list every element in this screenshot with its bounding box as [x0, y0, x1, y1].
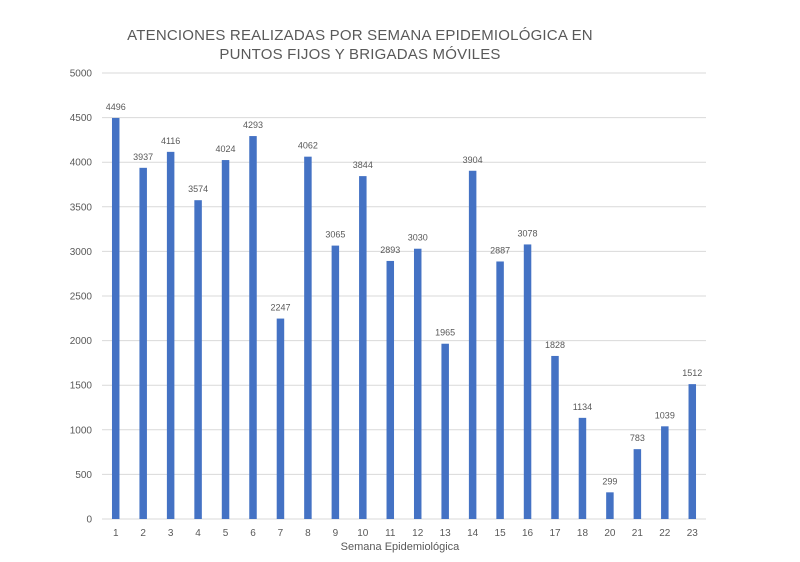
x-tick-label: 17 [549, 528, 561, 539]
bar [551, 355, 559, 519]
data-label: 4062 [298, 141, 318, 151]
x-tick-label: 12 [412, 528, 424, 539]
data-label: 1039 [655, 410, 675, 420]
data-label: 3078 [518, 228, 538, 238]
bar [194, 200, 202, 519]
x-tick-label: 10 [357, 528, 369, 539]
y-tick-label: 500 [75, 470, 92, 481]
bar [468, 170, 477, 520]
y-tick-label: 1000 [70, 425, 93, 436]
data-labels: 4496 3937 4116 3574 4024 4293 2247 4062 3065 3844… [106, 102, 703, 486]
x-tick-label: 2 [140, 528, 146, 539]
data-label: 1965 [435, 328, 455, 338]
data-label: 1512 [682, 368, 702, 378]
x-axis-title: Semana Epidemiológica [340, 541, 460, 553]
x-tick-label: 6 [250, 528, 256, 539]
x-tick-label: 21 [632, 528, 644, 539]
bar [139, 167, 147, 520]
bar [249, 136, 257, 520]
bar [688, 384, 697, 519]
data-label: 3904 [463, 155, 483, 165]
bar [496, 261, 504, 519]
data-label: 3065 [325, 230, 345, 240]
x-tick-label: 1 [113, 528, 119, 539]
x-tick-label: 23 [687, 528, 699, 539]
x-tick-label: 18 [577, 528, 589, 539]
chart-title: ATENCIONES REALIZADAS POR SEMANA EPIDEMI… [60, 26, 660, 64]
bars [111, 117, 697, 520]
data-label: 299 [602, 476, 617, 486]
y-tick-label: 3000 [70, 247, 93, 258]
x-tick-label: 22 [659, 528, 671, 539]
bar [111, 117, 120, 520]
x-tick-label: 15 [495, 528, 507, 539]
x-axis-ticks: 1 2 3 4 5 6 7 8 9 10 11 12 13 14 15 16 17 18 20 21 22 23 [113, 528, 698, 539]
data-label: 4116 [161, 136, 180, 146]
x-tick-label: 14 [467, 528, 479, 539]
x-tick-label: 5 [223, 528, 229, 539]
bar [661, 426, 669, 519]
bar [606, 492, 614, 519]
bar [633, 449, 642, 519]
y-axis-ticks: 0 500 1000 1500 2000 2500 3000 3500 4000 4500 5000 [70, 69, 93, 526]
data-label: 2247 [270, 303, 290, 313]
x-tick-label: 16 [522, 528, 534, 539]
x-tick-label: 13 [440, 528, 452, 539]
x-tick-label: 3 [168, 528, 174, 539]
bar [221, 160, 230, 519]
bar [276, 318, 285, 519]
bar [386, 260, 395, 519]
data-label: 4024 [216, 144, 236, 154]
y-tick-label: 1500 [70, 381, 93, 392]
data-label: 2887 [490, 245, 510, 255]
data-label: 4496 [106, 102, 126, 112]
bar [166, 151, 175, 520]
x-tick-label: 9 [333, 528, 339, 539]
x-tick-label: 4 [195, 528, 201, 539]
x-tick-label: 20 [604, 528, 616, 539]
y-tick-label: 2000 [70, 336, 93, 347]
y-tick-label: 5000 [70, 69, 93, 80]
chart-title-line-1: ATENCIONES REALIZADAS POR SEMANA EPIDEMI… [127, 27, 593, 44]
x-tick-label: 7 [278, 528, 284, 539]
bar [578, 417, 587, 519]
x-tick-label: 11 [385, 528, 396, 539]
x-tick-label: 8 [305, 528, 311, 539]
bar [331, 245, 340, 520]
data-label: 2893 [380, 245, 400, 255]
y-tick-label: 3500 [70, 202, 93, 213]
gridlines [102, 72, 706, 520]
data-label: 4293 [243, 120, 263, 130]
y-tick-label: 4500 [70, 113, 93, 124]
chart-title-line-2: PUNTOS FIJOS Y BRIGADAS MÓVILES [219, 46, 501, 63]
data-label: 783 [630, 433, 645, 443]
data-label: 3030 [408, 233, 428, 243]
data-label: 3937 [133, 152, 153, 162]
bar [441, 343, 449, 519]
y-tick-label: 0 [86, 515, 92, 526]
bar [359, 176, 367, 519]
bar [413, 248, 422, 519]
y-tick-label: 2500 [70, 292, 93, 303]
bar [304, 156, 312, 519]
data-label: 3844 [353, 160, 373, 170]
data-label: 1828 [545, 340, 565, 350]
bar [523, 244, 532, 520]
data-label: 3574 [188, 184, 208, 194]
y-tick-label: 4000 [70, 158, 93, 169]
data-label: 1134 [573, 402, 592, 412]
